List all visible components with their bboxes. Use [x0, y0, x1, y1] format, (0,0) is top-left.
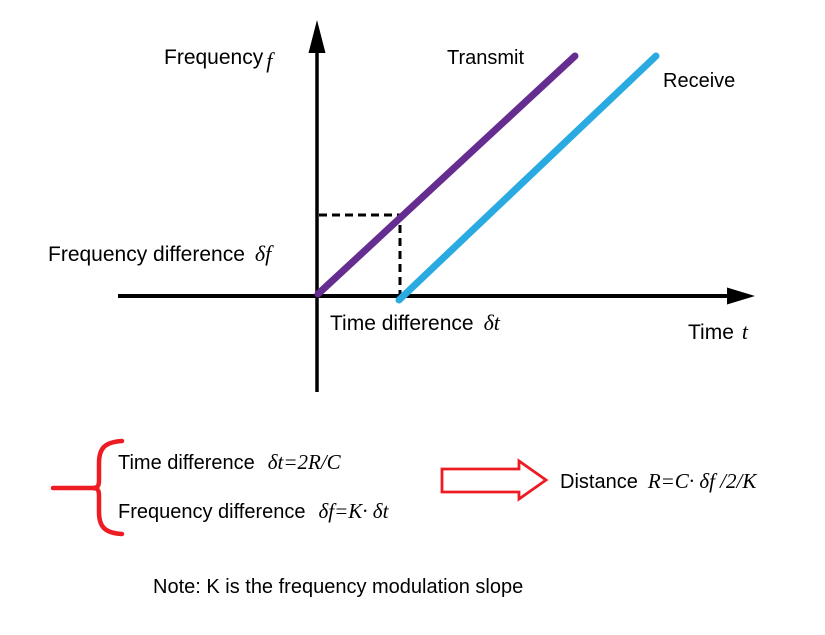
y-axis-label: Frequency f: [164, 44, 273, 73]
x-axis-arrowhead: [727, 287, 755, 305]
frequency-difference-label: Frequency difference δf: [48, 241, 271, 267]
y-axis-symbol: f: [266, 48, 273, 73]
transmit-label: Transmit: [447, 47, 525, 69]
time-difference-symbol: δt: [483, 310, 500, 335]
equation-time-difference-label: Time difference: [118, 452, 255, 474]
time-difference-text: Time difference: [330, 312, 474, 335]
implies-arrow-icon: [440, 458, 549, 502]
frequency-difference-text: Frequency difference: [48, 243, 245, 266]
distance-result-label: Distance: [560, 471, 638, 493]
receive-line: [395, 52, 660, 304]
equation-frequency-difference: Frequency difference δf=K· δt: [118, 499, 388, 524]
distance-result-formula: R=C· δf /2/K: [647, 469, 757, 493]
equation-time-difference: Time difference δt=2R/C: [118, 450, 341, 475]
note-text: Note: K is the frequency modulation slop…: [153, 576, 524, 598]
frequency-difference-symbol: δf: [254, 241, 272, 266]
time-difference-label: Time difference δt: [330, 310, 500, 336]
y-axis-label-text: Frequency: [164, 46, 264, 69]
x-axis-symbol: t: [741, 319, 749, 344]
y-axis-arrowhead: [308, 20, 326, 53]
equation-time-difference-formula: δt=2R/C: [267, 450, 341, 474]
transmit-line: [314, 52, 579, 298]
receive-label: Receive: [663, 70, 736, 92]
equation-frequency-difference-formula: δf=K· δt: [318, 499, 389, 523]
x-axis-label: Time t: [688, 319, 748, 345]
equation-frequency-difference-label: Frequency difference: [118, 501, 306, 523]
x-axis-label-text: Time: [688, 321, 734, 344]
distance-result: Distance R=C· δf /2/K: [560, 469, 756, 494]
